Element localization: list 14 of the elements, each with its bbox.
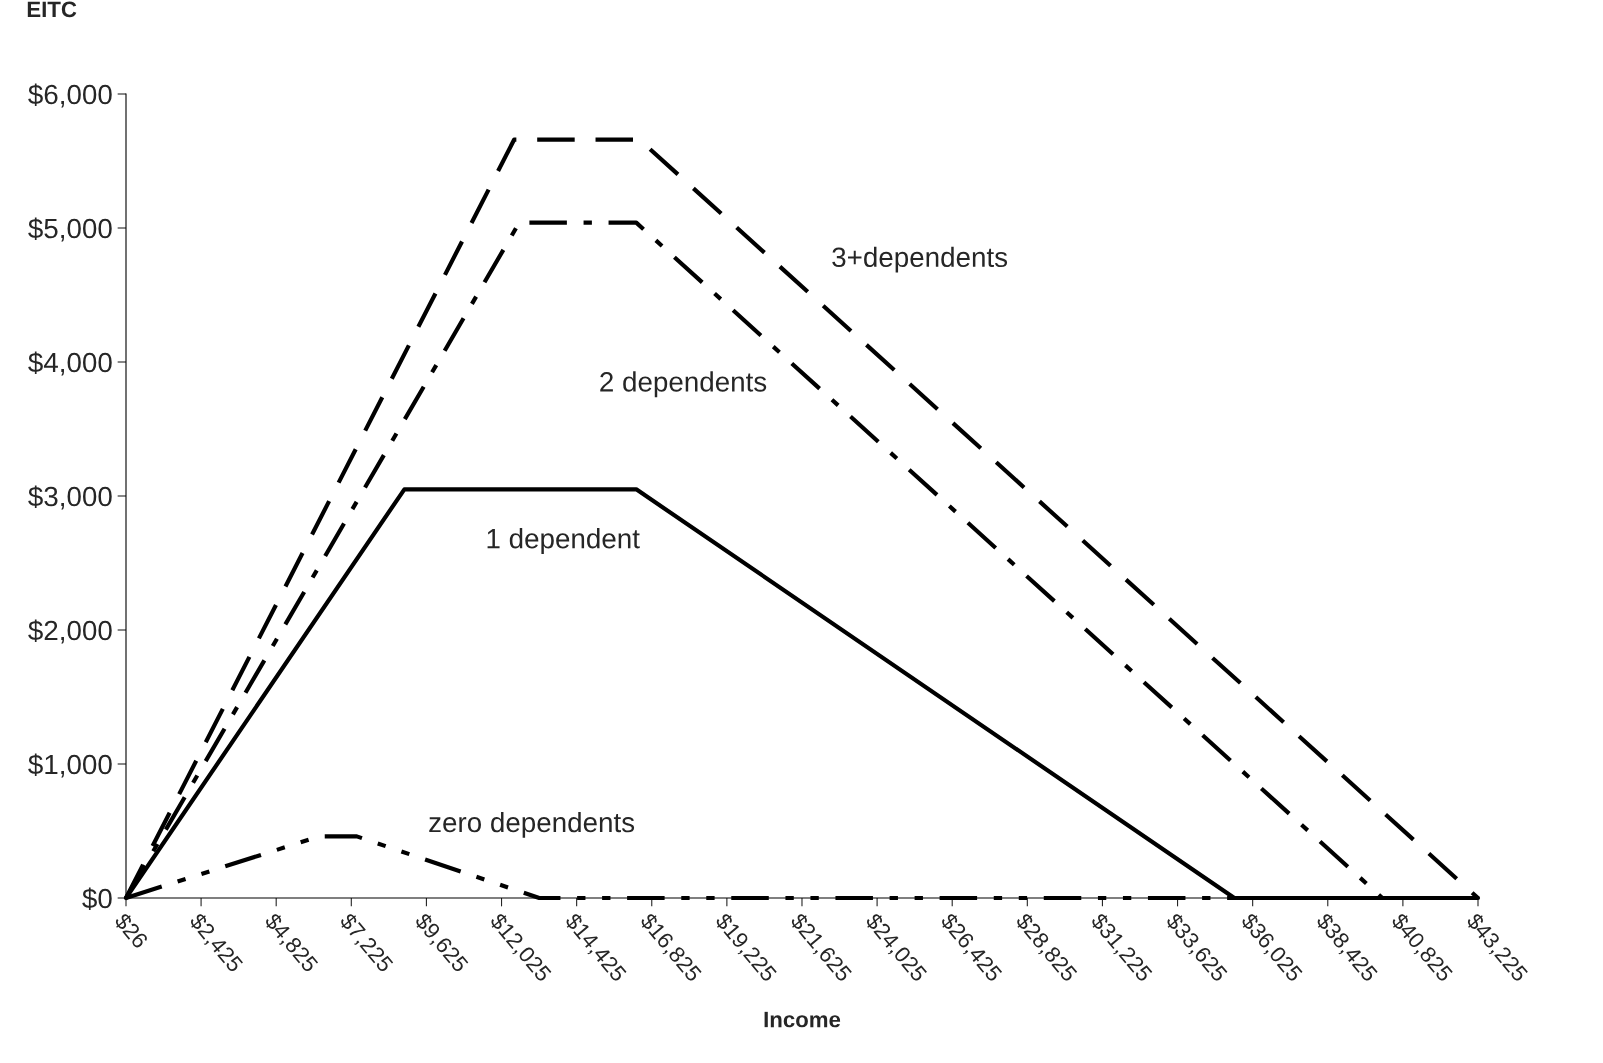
series-label: 2 dependents [600,371,767,398]
y-axis-title: EITC [27,1,77,18]
y-tick-label: $1,000 [28,753,112,778]
y-tick-label: $5,000 [28,217,112,242]
series-label: zero dependents [429,811,635,838]
y-tick-label: $6,000 [28,83,112,108]
y-tick-label: $2,000 [28,619,112,644]
series-label: 1 dependent [487,528,640,554]
y-tick-label: $0 [82,887,112,910]
y-tick-label: $4,000 [28,351,112,376]
x-axis-title: Income [764,1011,841,1028]
y-tick-label: $3,000 [28,485,112,510]
series-label: 3+dependents [832,246,1008,273]
x-tick-label: $26 [112,911,150,951]
